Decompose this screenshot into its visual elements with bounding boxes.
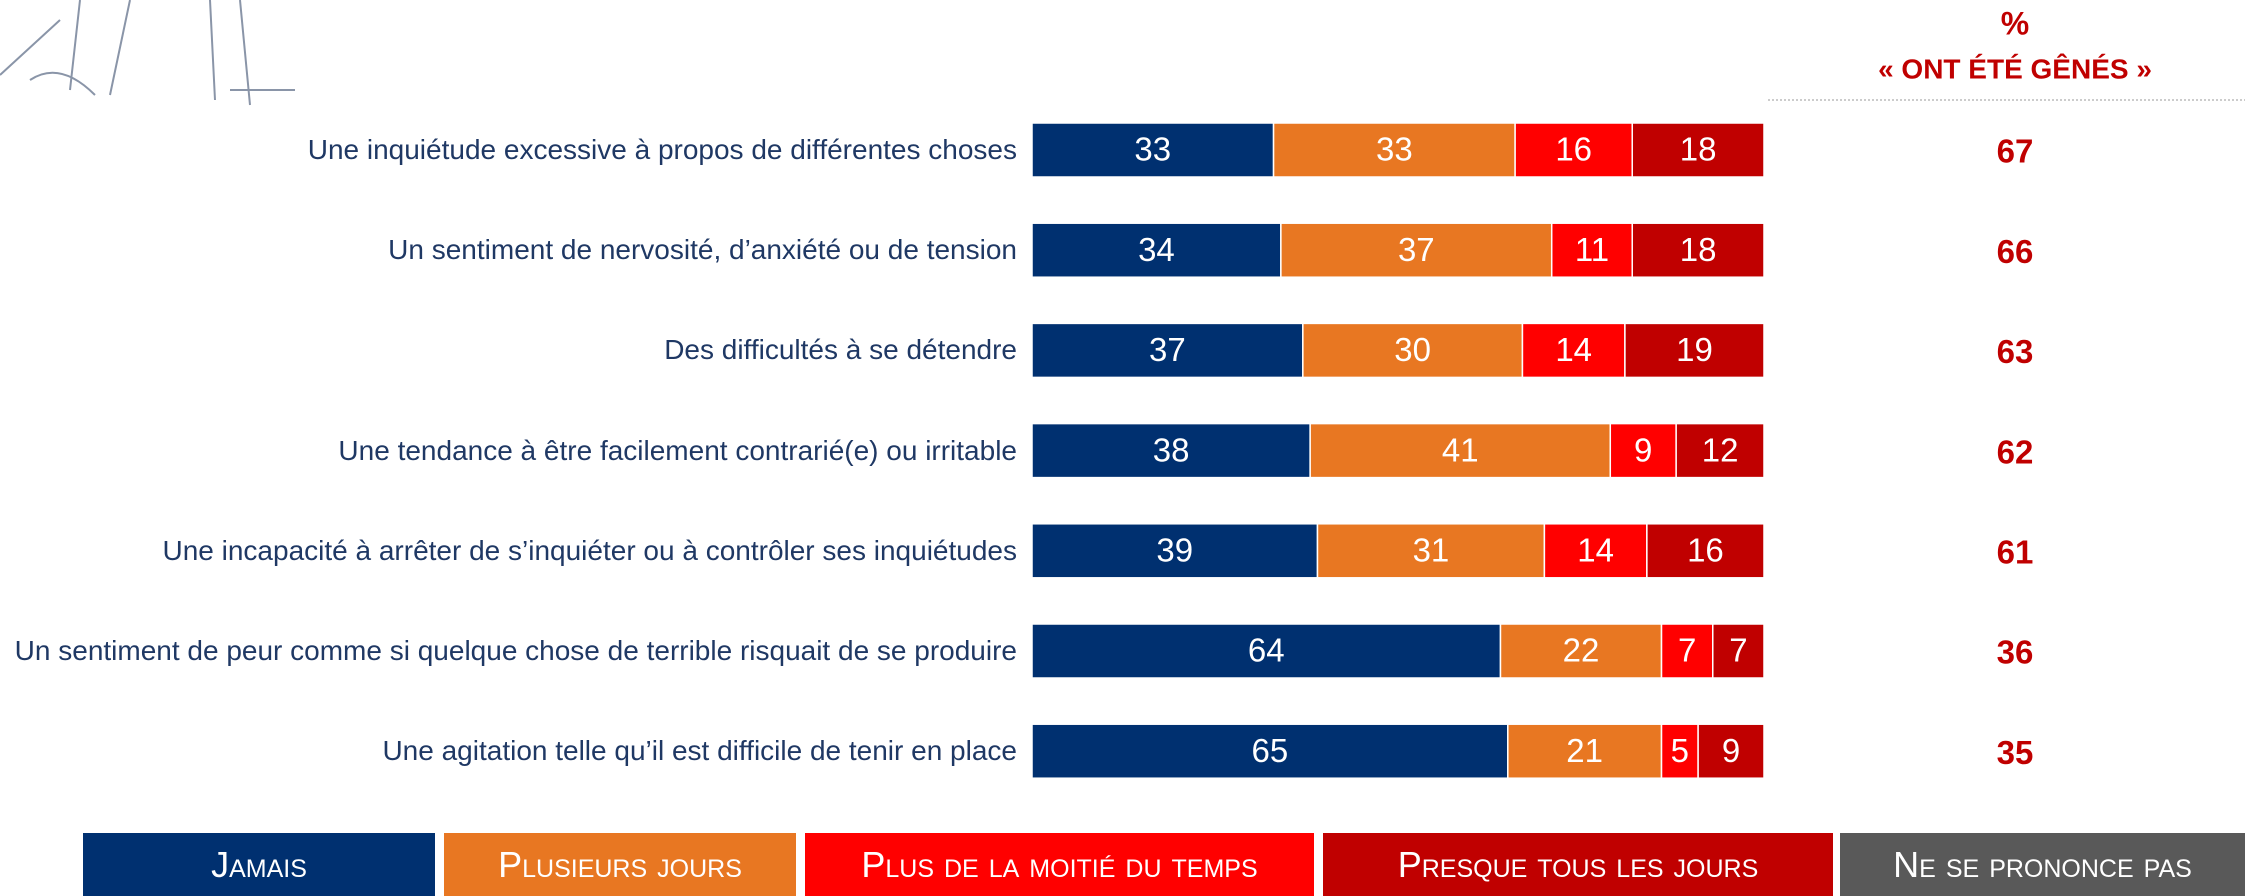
bar-segment bbox=[1631, 222, 1765, 278]
segment-label: 33 bbox=[1376, 131, 1413, 168]
segment-label: 34 bbox=[1138, 231, 1175, 268]
total-value: 66 bbox=[1997, 233, 2034, 270]
legend-entry: Plusieurs jours bbox=[444, 833, 796, 896]
segment-label: 18 bbox=[1680, 231, 1717, 268]
illustration bbox=[0, 0, 295, 106]
bar-segment bbox=[1543, 523, 1648, 579]
legend-entry: Plus de la moitié du temps bbox=[805, 833, 1314, 896]
bar-segment bbox=[1280, 222, 1553, 278]
segment-label: 37 bbox=[1398, 231, 1435, 268]
category-label: Une agitation telle qu’il est difficile … bbox=[382, 735, 1017, 767]
segment-label: 14 bbox=[1555, 331, 1592, 368]
segment-label: 41 bbox=[1442, 431, 1479, 468]
segment-label: 16 bbox=[1687, 532, 1724, 569]
bar-segment bbox=[1507, 723, 1663, 779]
category-label: Des difficultés à se détendre bbox=[664, 334, 1017, 366]
segment-label: 65 bbox=[1252, 732, 1289, 769]
segment-label: 5 bbox=[1671, 732, 1689, 769]
segment-label: 38 bbox=[1153, 431, 1190, 468]
bar-segment bbox=[1031, 723, 1509, 779]
category-label: Une tendance à être facilement contrarié… bbox=[338, 434, 1017, 466]
bar-segment bbox=[1521, 322, 1626, 379]
bar-segment bbox=[1499, 623, 1663, 679]
total-value: 63 bbox=[1997, 333, 2034, 370]
bar-segment bbox=[1514, 122, 1633, 178]
segment-label: 9 bbox=[1634, 431, 1652, 468]
bar-segment bbox=[1309, 422, 1612, 479]
segment-label: 31 bbox=[1413, 532, 1450, 569]
segment-label: 16 bbox=[1555, 131, 1592, 168]
segment-label: 7 bbox=[1678, 632, 1696, 669]
bar-segment bbox=[1031, 122, 1275, 178]
legend-entry: Jamais bbox=[83, 833, 435, 896]
segment-label: 22 bbox=[1563, 632, 1600, 669]
segment-label: 21 bbox=[1566, 732, 1603, 769]
bar-segment bbox=[1316, 523, 1546, 579]
legend-entry: Presque tous les jours bbox=[1323, 833, 1833, 896]
total-value: 67 bbox=[1997, 133, 2034, 170]
bar-segment bbox=[1031, 623, 1502, 679]
segment-label: 19 bbox=[1676, 331, 1713, 368]
bar-segment bbox=[1660, 623, 1714, 679]
bar-segment bbox=[1646, 523, 1765, 579]
category-label: Un sentiment de peur comme si quelque ch… bbox=[14, 635, 1017, 666]
segment-label: 14 bbox=[1577, 532, 1614, 569]
bar-segment bbox=[1697, 723, 1765, 779]
segment-label: 30 bbox=[1394, 331, 1431, 368]
segment-label: 12 bbox=[1702, 431, 1739, 468]
category-label: Un sentiment de nervosité, d’anxiété ou … bbox=[388, 234, 1017, 266]
segment-label: 9 bbox=[1722, 732, 1740, 769]
bar-segment bbox=[1031, 222, 1282, 278]
total-value: 36 bbox=[1997, 634, 2034, 671]
total-value: 62 bbox=[1997, 433, 2034, 470]
segment-label: 64 bbox=[1248, 632, 1285, 669]
bar-segment bbox=[1624, 322, 1765, 379]
bar-segment bbox=[1031, 523, 1319, 579]
bar-segment bbox=[1609, 422, 1677, 479]
total-value: 35 bbox=[1997, 734, 2034, 771]
total-header: % bbox=[2001, 5, 2029, 41]
category-label: Une inquiétude excessive à propos de dif… bbox=[307, 134, 1017, 165]
segment-label: 33 bbox=[1134, 131, 1171, 168]
bar-segment bbox=[1631, 122, 1765, 178]
bar-segment bbox=[1712, 623, 1765, 679]
segment-label: 18 bbox=[1680, 131, 1717, 168]
bar-segment bbox=[1550, 222, 1633, 278]
total-value: 61 bbox=[1997, 534, 2034, 571]
segment-label: 11 bbox=[1575, 231, 1609, 268]
bar-segment bbox=[1031, 422, 1311, 479]
segment-label: 37 bbox=[1149, 331, 1186, 368]
segment-label: 39 bbox=[1156, 532, 1193, 569]
legend-entry: Ne se prononce pas bbox=[1840, 833, 2245, 896]
total-header: « ONT ÉTÉ GÊNÉS » bbox=[1878, 53, 2152, 84]
category-label: Une incapacité à arrêter de s’inquiéter … bbox=[162, 534, 1017, 566]
bar-segment bbox=[1272, 122, 1516, 178]
segment-label: 7 bbox=[1729, 632, 1747, 669]
bar-segment bbox=[1675, 422, 1765, 479]
